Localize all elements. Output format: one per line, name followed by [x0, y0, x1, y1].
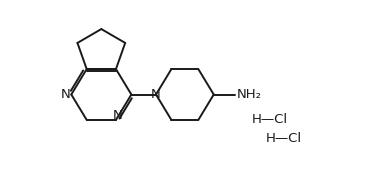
Text: H—Cl: H—Cl — [252, 113, 288, 126]
Text: N: N — [151, 88, 161, 101]
Text: NH₂: NH₂ — [237, 88, 262, 101]
Text: N: N — [60, 88, 70, 101]
Text: H—Cl: H—Cl — [265, 132, 302, 145]
Text: N: N — [113, 109, 122, 122]
